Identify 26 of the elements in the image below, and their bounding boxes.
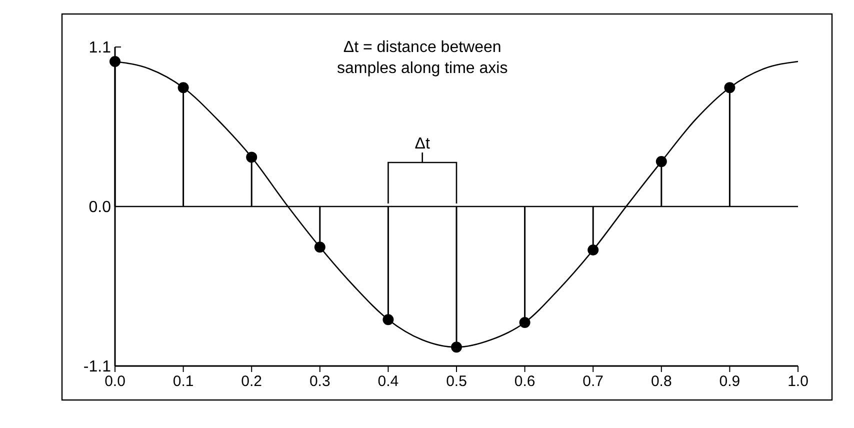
point: [246, 152, 258, 163]
x-tick-label: 0.1: [172, 373, 194, 390]
x-tick-label: 0.6: [514, 373, 536, 390]
x-tick-label: 1.0: [788, 373, 808, 390]
point: [588, 244, 599, 256]
point: [382, 314, 394, 326]
x-tick-label: 0.7: [582, 373, 604, 390]
point: [178, 82, 189, 94]
point: [110, 56, 120, 67]
x-tick-label: 0.5: [446, 373, 467, 390]
x-tick-label: 0.2: [241, 373, 262, 390]
y-tick-label: -1.1: [83, 358, 112, 376]
x-tick-label: 0.4: [378, 373, 399, 390]
y-tick-label: 1.1: [88, 40, 112, 57]
point: [519, 317, 530, 328]
point: [656, 156, 667, 168]
x-tick-label: 0.3: [309, 373, 330, 390]
annotation: Δt: [414, 136, 430, 152]
x-tick-label: 0.0: [104, 373, 126, 390]
point: [314, 242, 326, 253]
annotation: Δt = distance between samples along time axis: [336, 39, 508, 77]
x-tick-label: 0.8: [650, 373, 672, 390]
x-tick-label: 0.9: [719, 373, 740, 390]
y-tick-label: 0.0: [88, 199, 112, 216]
point: [724, 82, 736, 94]
point: [451, 342, 462, 353]
